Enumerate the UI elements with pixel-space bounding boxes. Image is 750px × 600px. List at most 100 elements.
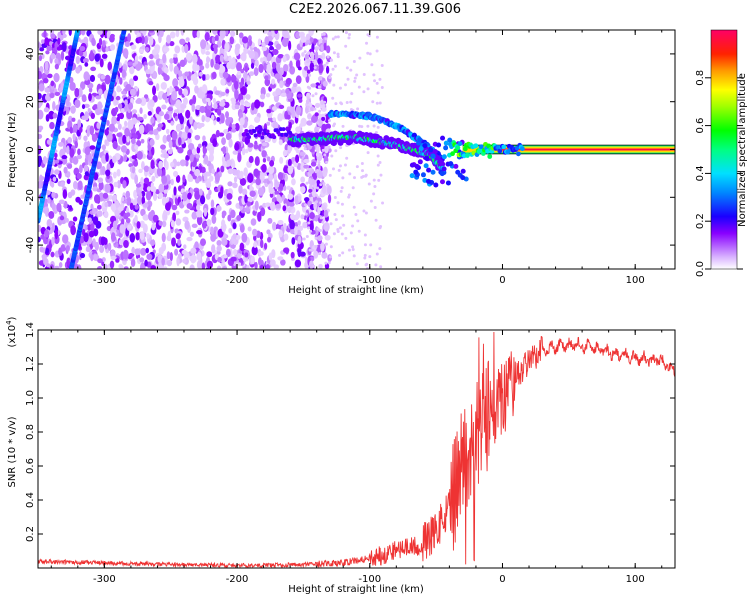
heatmap-cell xyxy=(308,73,312,77)
heatmap-cell xyxy=(80,81,86,90)
heatmap-cell xyxy=(108,123,116,132)
heatmap-cell xyxy=(67,137,73,144)
heatmap-cell xyxy=(82,58,89,64)
heatmap-cell xyxy=(336,228,340,232)
heatmap-cell xyxy=(295,75,302,85)
heatmap-cell xyxy=(64,217,69,223)
heatmap-cell xyxy=(120,108,125,113)
heatmap-cell xyxy=(228,227,233,234)
heatmap-cell xyxy=(278,183,284,190)
heatmap-cell xyxy=(234,123,240,132)
heatmap-cell xyxy=(200,39,207,50)
heatmap-cell xyxy=(210,226,214,235)
heatmap-cell xyxy=(251,102,255,111)
heatmap-cell xyxy=(275,43,282,50)
heatmap-cell xyxy=(45,247,50,254)
heatmap-cell xyxy=(268,172,274,182)
heatmap-cell xyxy=(305,181,309,185)
heatmap-cell xyxy=(260,93,266,100)
heatmap-cell xyxy=(247,135,252,140)
heatmap-cell xyxy=(324,242,328,246)
heatmap-cell xyxy=(323,100,327,104)
heatmap-cell xyxy=(340,186,344,190)
heatmap-cell xyxy=(148,150,152,157)
heatmap-cell xyxy=(66,257,71,266)
heatmap-cell xyxy=(262,157,267,163)
heatmap-cell xyxy=(340,232,344,236)
heatmap-cell xyxy=(148,60,155,67)
heatmap-cell xyxy=(83,103,90,108)
heatmap-cell xyxy=(297,235,302,245)
heatmap-cell xyxy=(38,55,43,62)
heatmap-cell xyxy=(231,123,236,130)
heatmap-cell xyxy=(184,220,190,230)
heatmap-cell xyxy=(349,100,353,104)
heatmap-cell xyxy=(239,117,245,126)
heatmap-cell xyxy=(343,163,347,167)
heatmap-cell xyxy=(216,117,221,122)
heatmap-cell xyxy=(324,147,328,151)
heatmap-cell xyxy=(177,238,182,246)
heatmap-cell xyxy=(214,90,221,96)
heatmap-cell xyxy=(144,124,149,133)
heatmap-cell xyxy=(428,147,434,153)
heatmap-cell xyxy=(303,66,309,71)
heatmap-cell xyxy=(108,194,113,200)
heatmap-cell xyxy=(289,60,293,69)
heatmap-cell xyxy=(369,199,373,203)
heatmap-cell xyxy=(150,116,155,124)
heatmap-cell xyxy=(44,87,50,93)
heatmap-cell xyxy=(360,175,364,179)
heatmap-cell xyxy=(171,130,178,141)
heatmap-cell xyxy=(150,159,155,170)
heatmap-cell xyxy=(149,36,154,46)
heatmap-cell xyxy=(169,62,174,72)
heatmap-cell xyxy=(101,53,108,59)
heatmap-cell xyxy=(169,58,174,64)
colorbar-tick-label: 0.8 xyxy=(695,70,706,86)
heatmap-cell xyxy=(50,33,56,39)
heatmap-cell xyxy=(320,44,324,52)
heatmap-cell xyxy=(327,194,332,204)
heatmap-cell xyxy=(300,162,305,172)
heatmap-cell xyxy=(317,58,322,64)
heatmap-cell xyxy=(201,140,208,148)
snr-y-tick-label: 1.0 xyxy=(25,390,36,406)
heatmap-cell xyxy=(250,255,256,265)
heatmap-cell xyxy=(110,203,116,211)
heatmap-cell xyxy=(83,50,87,58)
heatmap-cell xyxy=(106,132,113,142)
heatmap-cell xyxy=(211,168,216,175)
heatmap-cell xyxy=(379,173,383,177)
heatmap-cell xyxy=(286,185,291,191)
heatmap-cell xyxy=(43,206,50,215)
heatmap-cell xyxy=(294,195,300,205)
heatmap-cell xyxy=(50,251,55,258)
heatmap-cell xyxy=(94,53,100,62)
heatmap-cell xyxy=(53,72,60,83)
heatmap-cell xyxy=(92,104,99,109)
heatmap-cell xyxy=(267,217,273,224)
heatmap-cell xyxy=(307,221,311,225)
heatmap-cell xyxy=(311,94,315,98)
heatmap-cell xyxy=(299,151,306,157)
heatmap-cell xyxy=(99,245,105,254)
heatmap-cell xyxy=(462,146,468,152)
heatmap-cell xyxy=(51,202,56,211)
heatmap-cell xyxy=(274,30,279,35)
heatmap-cell xyxy=(425,178,431,184)
heatmap-cell xyxy=(418,146,424,152)
heatmap-cell xyxy=(246,201,251,207)
heatmap-cell xyxy=(187,143,195,150)
heatmap-cell xyxy=(355,73,359,77)
heatmap-cell xyxy=(288,202,295,207)
heatmap-cell xyxy=(164,113,170,120)
heatmap-cell xyxy=(349,68,353,72)
heatmap-cell xyxy=(46,263,51,268)
heatmap-cell xyxy=(125,196,132,206)
heatmap-cell xyxy=(443,145,449,151)
heatmap-cell xyxy=(211,71,217,80)
heatmap-cell xyxy=(131,166,136,174)
heatmap-cell xyxy=(109,44,116,51)
heatmap-cell xyxy=(319,201,323,205)
